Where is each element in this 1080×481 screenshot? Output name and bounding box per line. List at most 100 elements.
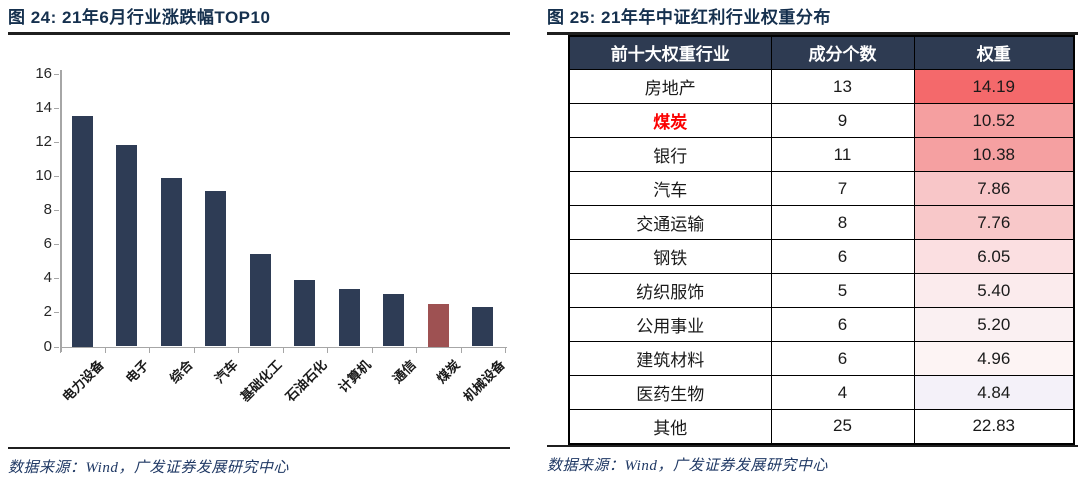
x-axis-label-煤炭: 煤炭 (433, 356, 463, 386)
weight-cell: 14.19 (913, 69, 1075, 104)
industry-cell: 银行 (568, 137, 772, 172)
x-axis-tick (416, 347, 417, 353)
x-axis-tick (238, 347, 239, 353)
industry-cell: 医药生物 (568, 375, 772, 410)
x-axis-tick (282, 347, 284, 353)
bar-基础化工 (249, 254, 271, 347)
x-axis-label-汽车: 汽车 (211, 356, 241, 386)
weight-cell: 5.40 (913, 273, 1075, 308)
weight-cell: 4.84 (913, 375, 1075, 410)
y-axis-tick (54, 210, 59, 211)
industry-cell: 房地产 (568, 69, 772, 104)
y-axis-tick-label: 8 (43, 201, 52, 218)
bar-机械设备 (472, 307, 494, 347)
weight-cell: 22.83 (913, 409, 1075, 444)
table-row-钢铁: 钢铁 6 6.05 (568, 239, 1075, 274)
bar-综合 (160, 178, 182, 347)
y-axis-tick (54, 175, 59, 177)
weights-table-header-row: 前十大权重行业 成分个数 权重 (568, 35, 1075, 70)
weights-table-body: 房地产 13 14.19 煤炭 9 10.52 银行 11 10.38 汽车 7 7.86 交通运输 8 7… (568, 69, 1075, 444)
x-axis-tick (149, 347, 150, 353)
table-row-公用事业: 公用事业 6 5.20 (568, 307, 1075, 342)
constituent-count-cell: 6 (770, 341, 915, 376)
weight-cell: 5.20 (913, 307, 1075, 342)
weight-cell: 10.52 (913, 103, 1075, 138)
x-axis-tick (104, 347, 106, 353)
x-axis-line (60, 346, 507, 348)
table-row-纺织服饰: 纺织服饰 5 5.40 (568, 273, 1075, 308)
bar-电子 (116, 145, 138, 347)
weight-cell: 4.96 (913, 341, 1075, 376)
figure-24-title: 图 24: 21年6月行业涨跌幅TOP10 (8, 8, 271, 27)
x-axis-tick (60, 347, 61, 353)
table-row-交通运输: 交通运输 8 7.76 (568, 205, 1075, 240)
bar-电力设备 (71, 116, 93, 347)
x-axis-label-计算机: 计算机 (335, 356, 374, 395)
constituent-count-cell: 5 (770, 273, 915, 308)
figure-25-title: 图 25: 21年年中证红利行业权重分布 (547, 8, 831, 27)
table-row-煤炭: 煤炭 9 10.52 (568, 103, 1075, 138)
figure-24-panel: 图 24: 21年6月行业涨跌幅TOP10 0 2 4 6 8 10 12 14 16 电力设备电… (8, 5, 510, 477)
y-axis-tick (54, 278, 59, 280)
y-axis-tick (54, 141, 59, 143)
bar-煤炭 (427, 303, 449, 347)
weight-cell: 7.86 (913, 171, 1075, 206)
x-axis-label-机械设备: 机械设备 (460, 356, 508, 405)
figure-25-bottom-rule (547, 444, 1078, 447)
constituent-count-cell: 11 (770, 137, 915, 172)
column-header-成分个数: 成分个数 (770, 35, 915, 70)
bar-通信 (383, 293, 405, 347)
table-row-医药生物: 医药生物 4 4.84 (568, 375, 1075, 410)
weight-cell: 7.76 (913, 205, 1075, 240)
figure-25-panel: 图 25: 21年年中证红利行业权重分布 前十大权重行业 成分个数 权重 房地产 13… (547, 5, 1078, 475)
y-axis-tick-label: 12 (35, 132, 52, 150)
x-axis-tick (327, 347, 328, 353)
bar-计算机 (338, 289, 360, 347)
figure-25-source-note: 数据来源：Wind，广发证券发展研究中心 (547, 457, 828, 474)
industry-cell: 建筑材料 (568, 341, 772, 376)
constituent-count-cell: 6 (770, 239, 915, 274)
constituent-count-cell: 4 (770, 375, 915, 410)
y-axis-tick (54, 107, 59, 109)
y-axis-tick-label: 0 (43, 337, 52, 355)
y-axis-tick-label: 6 (43, 235, 52, 253)
table-row-汽车: 汽车 7 7.86 (568, 171, 1075, 206)
weight-cell: 6.05 (913, 239, 1075, 274)
figure-24-source-note: 数据来源：Wind，广发证券发展研究中心 (8, 459, 289, 476)
weight-cell: 10.38 (913, 137, 1075, 172)
constituent-count-cell: 9 (770, 103, 915, 138)
x-axis-tick (505, 347, 506, 353)
industry-cell: 煤炭 (568, 103, 772, 138)
x-axis-tick (460, 347, 462, 353)
table-row-建筑材料: 建筑材料 6 4.96 (568, 341, 1075, 376)
industry-cell: 交通运输 (568, 205, 772, 240)
table-row-其他: 其他 25 22.83 (568, 409, 1075, 444)
x-axis-tick (193, 347, 195, 353)
figure-24-title-rule (8, 32, 510, 35)
y-axis-tick (54, 312, 59, 314)
y-axis-tick (54, 346, 59, 348)
y-axis-tick-label: 14 (35, 98, 52, 116)
x-axis-label-电子: 电子 (122, 356, 152, 386)
y-axis-tick (54, 73, 59, 75)
x-axis-tick (371, 347, 373, 353)
bar-石油石化 (294, 279, 316, 347)
constituent-count-cell: 6 (770, 307, 915, 342)
y-axis-line (60, 69, 62, 352)
figure-24-bottom-rule (8, 446, 510, 449)
x-axis-label-通信: 通信 (389, 356, 419, 386)
bar-汽车 (205, 191, 227, 347)
x-axis-label-基础化工: 基础化工 (237, 356, 285, 405)
constituent-count-cell: 25 (770, 409, 915, 444)
x-axis-label-石油石化: 石油石化 (282, 356, 330, 405)
table-row-银行: 银行 11 10.38 (568, 137, 1075, 172)
industry-change-top10-bar-chart: 0 2 4 6 8 10 12 14 16 电力设备 电子 综合 汽车 基础化工 石油石化 计算机 通信 煤炭 机械… (8, 35, 510, 447)
table-row-房地产: 房地产 13 14.19 (568, 69, 1075, 104)
dividend-index-industry-weights-table: 前十大权重行业 成分个数 权重 房地产 13 14.19 煤炭 9 10.52 银行 11 10.3… (568, 34, 1075, 445)
y-axis-tick-label: 10 (35, 166, 52, 184)
industry-cell: 纺织服饰 (568, 273, 772, 308)
weights-table-header: 前十大权重行业 成分个数 权重 (568, 35, 1075, 70)
figure-25-title-rule (547, 32, 1078, 35)
y-axis-tick-label: 2 (43, 303, 52, 321)
